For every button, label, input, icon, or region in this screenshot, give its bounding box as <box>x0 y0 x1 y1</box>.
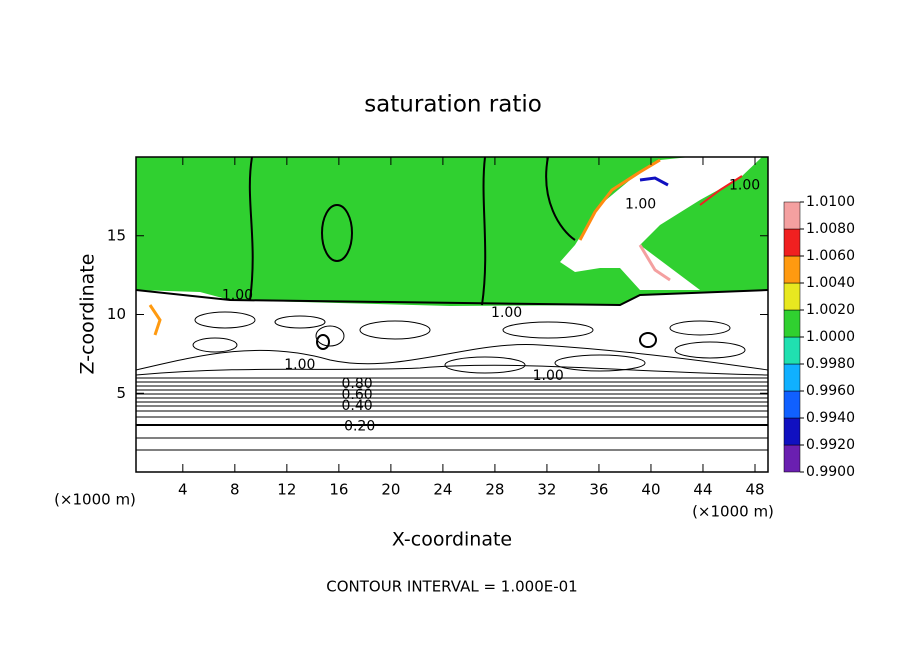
x-unit-label: (×1000 m) <box>692 503 774 521</box>
contour-line <box>554 354 646 372</box>
edge-streak <box>638 244 671 282</box>
colorbar-label: 1.0040 <box>806 275 855 291</box>
contour-line <box>674 341 746 359</box>
field <box>136 157 768 451</box>
contour-label: 0.60 <box>341 387 372 403</box>
edge-streak <box>578 158 661 241</box>
contour-label: 0.20 <box>344 418 375 434</box>
contour-label: 0.40 <box>341 398 372 414</box>
y-tick-label: 10 <box>107 305 126 323</box>
contour-line <box>502 321 594 339</box>
colorbar-segment <box>783 282 801 311</box>
contour-line <box>136 289 768 307</box>
contour-line <box>315 325 345 347</box>
contour-line <box>321 204 353 262</box>
contour-label: 1.00 <box>284 357 315 373</box>
x-tick-label: 24 <box>433 481 452 499</box>
colorbar-segment <box>783 255 801 284</box>
contour-layers <box>136 377 768 451</box>
contour-label: 0.80 <box>341 376 372 392</box>
contour-label: 1.00 <box>491 305 522 321</box>
colorbar-segment <box>783 417 801 446</box>
colorbar-segment <box>783 201 801 230</box>
contour-line <box>639 332 657 348</box>
colorbar-label: 0.9960 <box>806 383 855 399</box>
y-tick-label: 5 <box>116 384 126 402</box>
x-tick-label: 32 <box>537 481 556 499</box>
colorbar-label: 0.9920 <box>806 437 855 453</box>
edge-streak <box>148 304 162 336</box>
contour-line <box>192 337 238 353</box>
contour-label: 1.00 <box>533 368 564 384</box>
chart-title: saturation ratio <box>364 92 542 118</box>
subsaturated-region <box>560 157 762 290</box>
colorbar-label: 1.0060 <box>806 248 855 264</box>
contour-line <box>136 344 768 371</box>
x-tick-label: 20 <box>381 481 400 499</box>
colorbar-label: 0.9980 <box>806 356 855 372</box>
contour-line <box>359 320 431 340</box>
y-axis-title: Z-coordinate <box>77 254 99 375</box>
colorbar-label: 0.9940 <box>806 410 855 426</box>
x-tick-label: 12 <box>277 481 296 499</box>
x-tick-label: 8 <box>230 481 240 499</box>
x-tick-label: 48 <box>745 481 764 499</box>
x-tick-label: 44 <box>693 481 712 499</box>
colorbar-segment <box>783 309 801 338</box>
x-axis-title: X-coordinate <box>392 529 512 551</box>
colorbar-segment <box>783 336 801 365</box>
edge-streak <box>639 176 669 187</box>
x-tick-label: 16 <box>329 481 348 499</box>
colorbar-label: 0.9900 <box>806 464 855 480</box>
colorbar-label: 1.0080 <box>806 221 855 237</box>
colorbar-label: 1.0000 <box>806 329 855 345</box>
contour-line <box>136 364 768 376</box>
contour-line <box>669 320 731 336</box>
y-unit-label: (×1000 m) <box>54 491 136 509</box>
colorbar-label: 1.0100 <box>806 194 855 210</box>
contour-line <box>248 157 254 301</box>
edge-streak <box>699 175 743 206</box>
contour-label: 1.00 <box>625 196 656 212</box>
colorbar-segment <box>783 444 801 473</box>
y-tick-label: 15 <box>107 226 126 244</box>
colorbar-segment <box>783 390 801 419</box>
contour-line <box>444 356 526 374</box>
x-tick-label: 40 <box>641 481 660 499</box>
x-tick-label: 4 <box>178 481 188 499</box>
contour-line <box>274 315 326 329</box>
contour-line <box>316 334 330 350</box>
x-tick-label: 36 <box>589 481 608 499</box>
colorbar-segment <box>783 363 801 392</box>
colorbar-label: 1.0020 <box>806 302 855 318</box>
contour-line <box>545 157 576 241</box>
contour-label: 1.00 <box>729 177 760 193</box>
footer-note: CONTOUR INTERVAL = 1.000E-01 <box>326 578 577 596</box>
contour-line <box>194 311 256 329</box>
colorbar-segment <box>783 228 801 257</box>
x-tick-label: 28 <box>485 481 504 499</box>
contour-label: 1.00 <box>222 288 253 304</box>
contour-line <box>481 157 487 306</box>
